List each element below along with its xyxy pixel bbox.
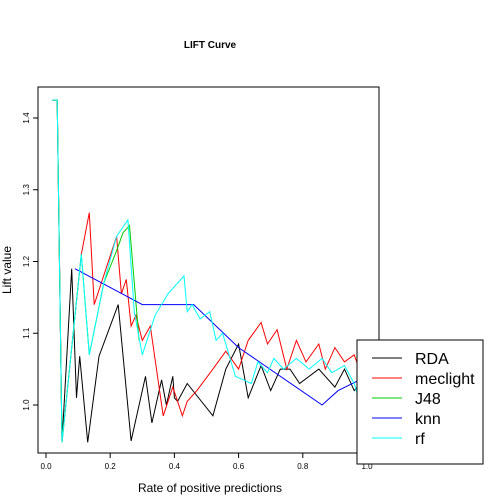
series-line-meclight [52,99,368,443]
series-line-knn [74,268,368,406]
legend-label-meclight: meclight [415,371,475,388]
series-group [52,99,368,443]
y-tick-label: 1.0 [22,399,31,411]
legend: RDA meclight J48 knn rf [356,339,484,465]
legend-box [356,339,484,465]
chart-title: LIFT Curve [184,40,237,51]
plot-frame [37,86,380,454]
y-tick-label: 1.3 [22,184,31,196]
x-tick-label: 0.8 [297,462,309,471]
legend-label-rda: RDA [415,351,449,368]
series-line-rf [52,99,367,443]
x-tick-label: 0.6 [233,462,245,471]
x-axis-label: Rate of positive predictions [138,481,282,495]
legend-label-j48: J48 [415,391,441,408]
legend-label-rf: rf [415,431,425,448]
x-tick-label: 0.2 [105,462,117,471]
legend-label-knn: knn [415,411,441,428]
x-tick-label: 0.4 [169,462,181,471]
y-tick-label: 1.4 [22,112,31,124]
y-axis: 1.0 1.1 1.2 1.3 1.4 [22,112,38,411]
x-tick-label: 1.0 [361,462,373,471]
y-axis-label: Lift value [0,246,14,294]
x-axis: 0.0 0.2 0.4 0.6 0.8 1.0 [40,453,373,471]
y-tick-label: 1.2 [22,255,31,267]
y-tick-label: 1.1 [22,327,31,339]
series-line-rda [52,99,367,443]
x-tick-label: 0.0 [40,462,52,471]
